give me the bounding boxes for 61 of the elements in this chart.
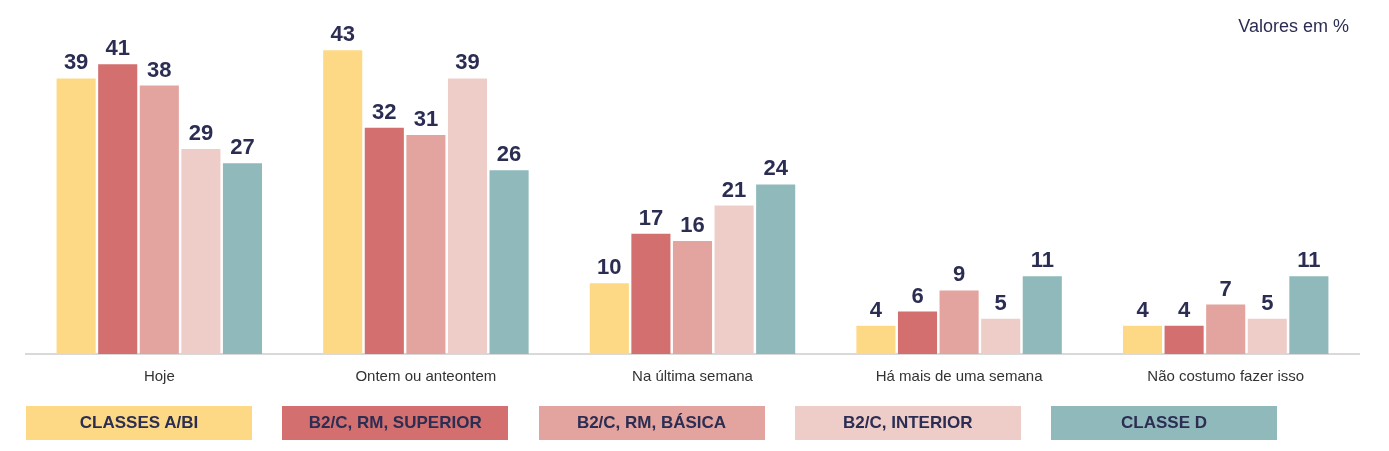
bar bbox=[1164, 325, 1204, 354]
data-label: 24 bbox=[763, 155, 789, 181]
bar bbox=[222, 163, 263, 354]
data-label: 7 bbox=[1219, 275, 1232, 301]
bar bbox=[181, 149, 221, 354]
bar bbox=[631, 233, 671, 354]
data-label: 6 bbox=[911, 282, 924, 308]
bar bbox=[1022, 276, 1062, 354]
bar bbox=[139, 85, 179, 354]
data-label: 5 bbox=[994, 289, 1007, 315]
data-label: 10 bbox=[597, 254, 622, 280]
bar bbox=[1247, 318, 1287, 354]
data-label: 4 bbox=[1177, 296, 1191, 322]
x-tick-label: Hoje bbox=[143, 367, 175, 385]
bar bbox=[939, 290, 979, 354]
bar bbox=[756, 184, 796, 354]
bar bbox=[856, 325, 896, 354]
bar bbox=[447, 78, 488, 354]
data-label: 29 bbox=[188, 120, 214, 146]
data-label: 17 bbox=[638, 204, 664, 230]
data-label: 38 bbox=[147, 56, 172, 82]
x-tick-label: Não costumo fazer isso bbox=[1147, 367, 1305, 385]
bar bbox=[489, 170, 529, 354]
bar bbox=[714, 205, 754, 354]
data-label: 21 bbox=[721, 176, 747, 202]
x-tick-label: Na última semana bbox=[632, 367, 754, 385]
data-label: 32 bbox=[372, 98, 397, 124]
bar bbox=[406, 134, 446, 354]
text: CLASSES A/BI bbox=[79, 413, 199, 433]
bar bbox=[1206, 304, 1246, 354]
bar bbox=[672, 240, 713, 354]
bar bbox=[364, 127, 404, 354]
data-label: 39 bbox=[455, 49, 480, 75]
bar bbox=[1122, 325, 1163, 354]
data-label: 31 bbox=[413, 106, 439, 131]
data-label: 39 bbox=[63, 49, 89, 75]
bar bbox=[56, 78, 96, 354]
data-label: 5 bbox=[1261, 289, 1274, 315]
data-label: 11 bbox=[1030, 247, 1054, 273]
text: B2/C, RM, SUPERIOR bbox=[308, 413, 482, 433]
bar bbox=[589, 283, 629, 354]
bar bbox=[897, 311, 938, 354]
text: B2/C, INTERIOR bbox=[843, 413, 973, 433]
bar bbox=[981, 318, 1021, 354]
data-label: 26 bbox=[496, 141, 522, 167]
text: B2/C, RM, BÁSICA bbox=[576, 413, 727, 433]
data-label: 9 bbox=[952, 261, 966, 287]
bar bbox=[1289, 276, 1329, 354]
data-label: 4 bbox=[869, 296, 883, 322]
data-label: 27 bbox=[230, 134, 255, 160]
x-tick-label: Ontem ou anteontem bbox=[355, 367, 497, 385]
data-label: 43 bbox=[330, 21, 355, 47]
text: CLASSE D bbox=[1121, 413, 1207, 433]
bar bbox=[98, 64, 138, 354]
data-label: 11 bbox=[1297, 247, 1321, 273]
text: Valores em % bbox=[1238, 16, 1349, 37]
data-label: 4 bbox=[1136, 296, 1150, 322]
bar bbox=[323, 50, 363, 354]
data-label: 41 bbox=[105, 35, 130, 61]
data-label: 16 bbox=[680, 212, 705, 237]
x-tick-label: Há mais de uma semana bbox=[875, 367, 1044, 385]
